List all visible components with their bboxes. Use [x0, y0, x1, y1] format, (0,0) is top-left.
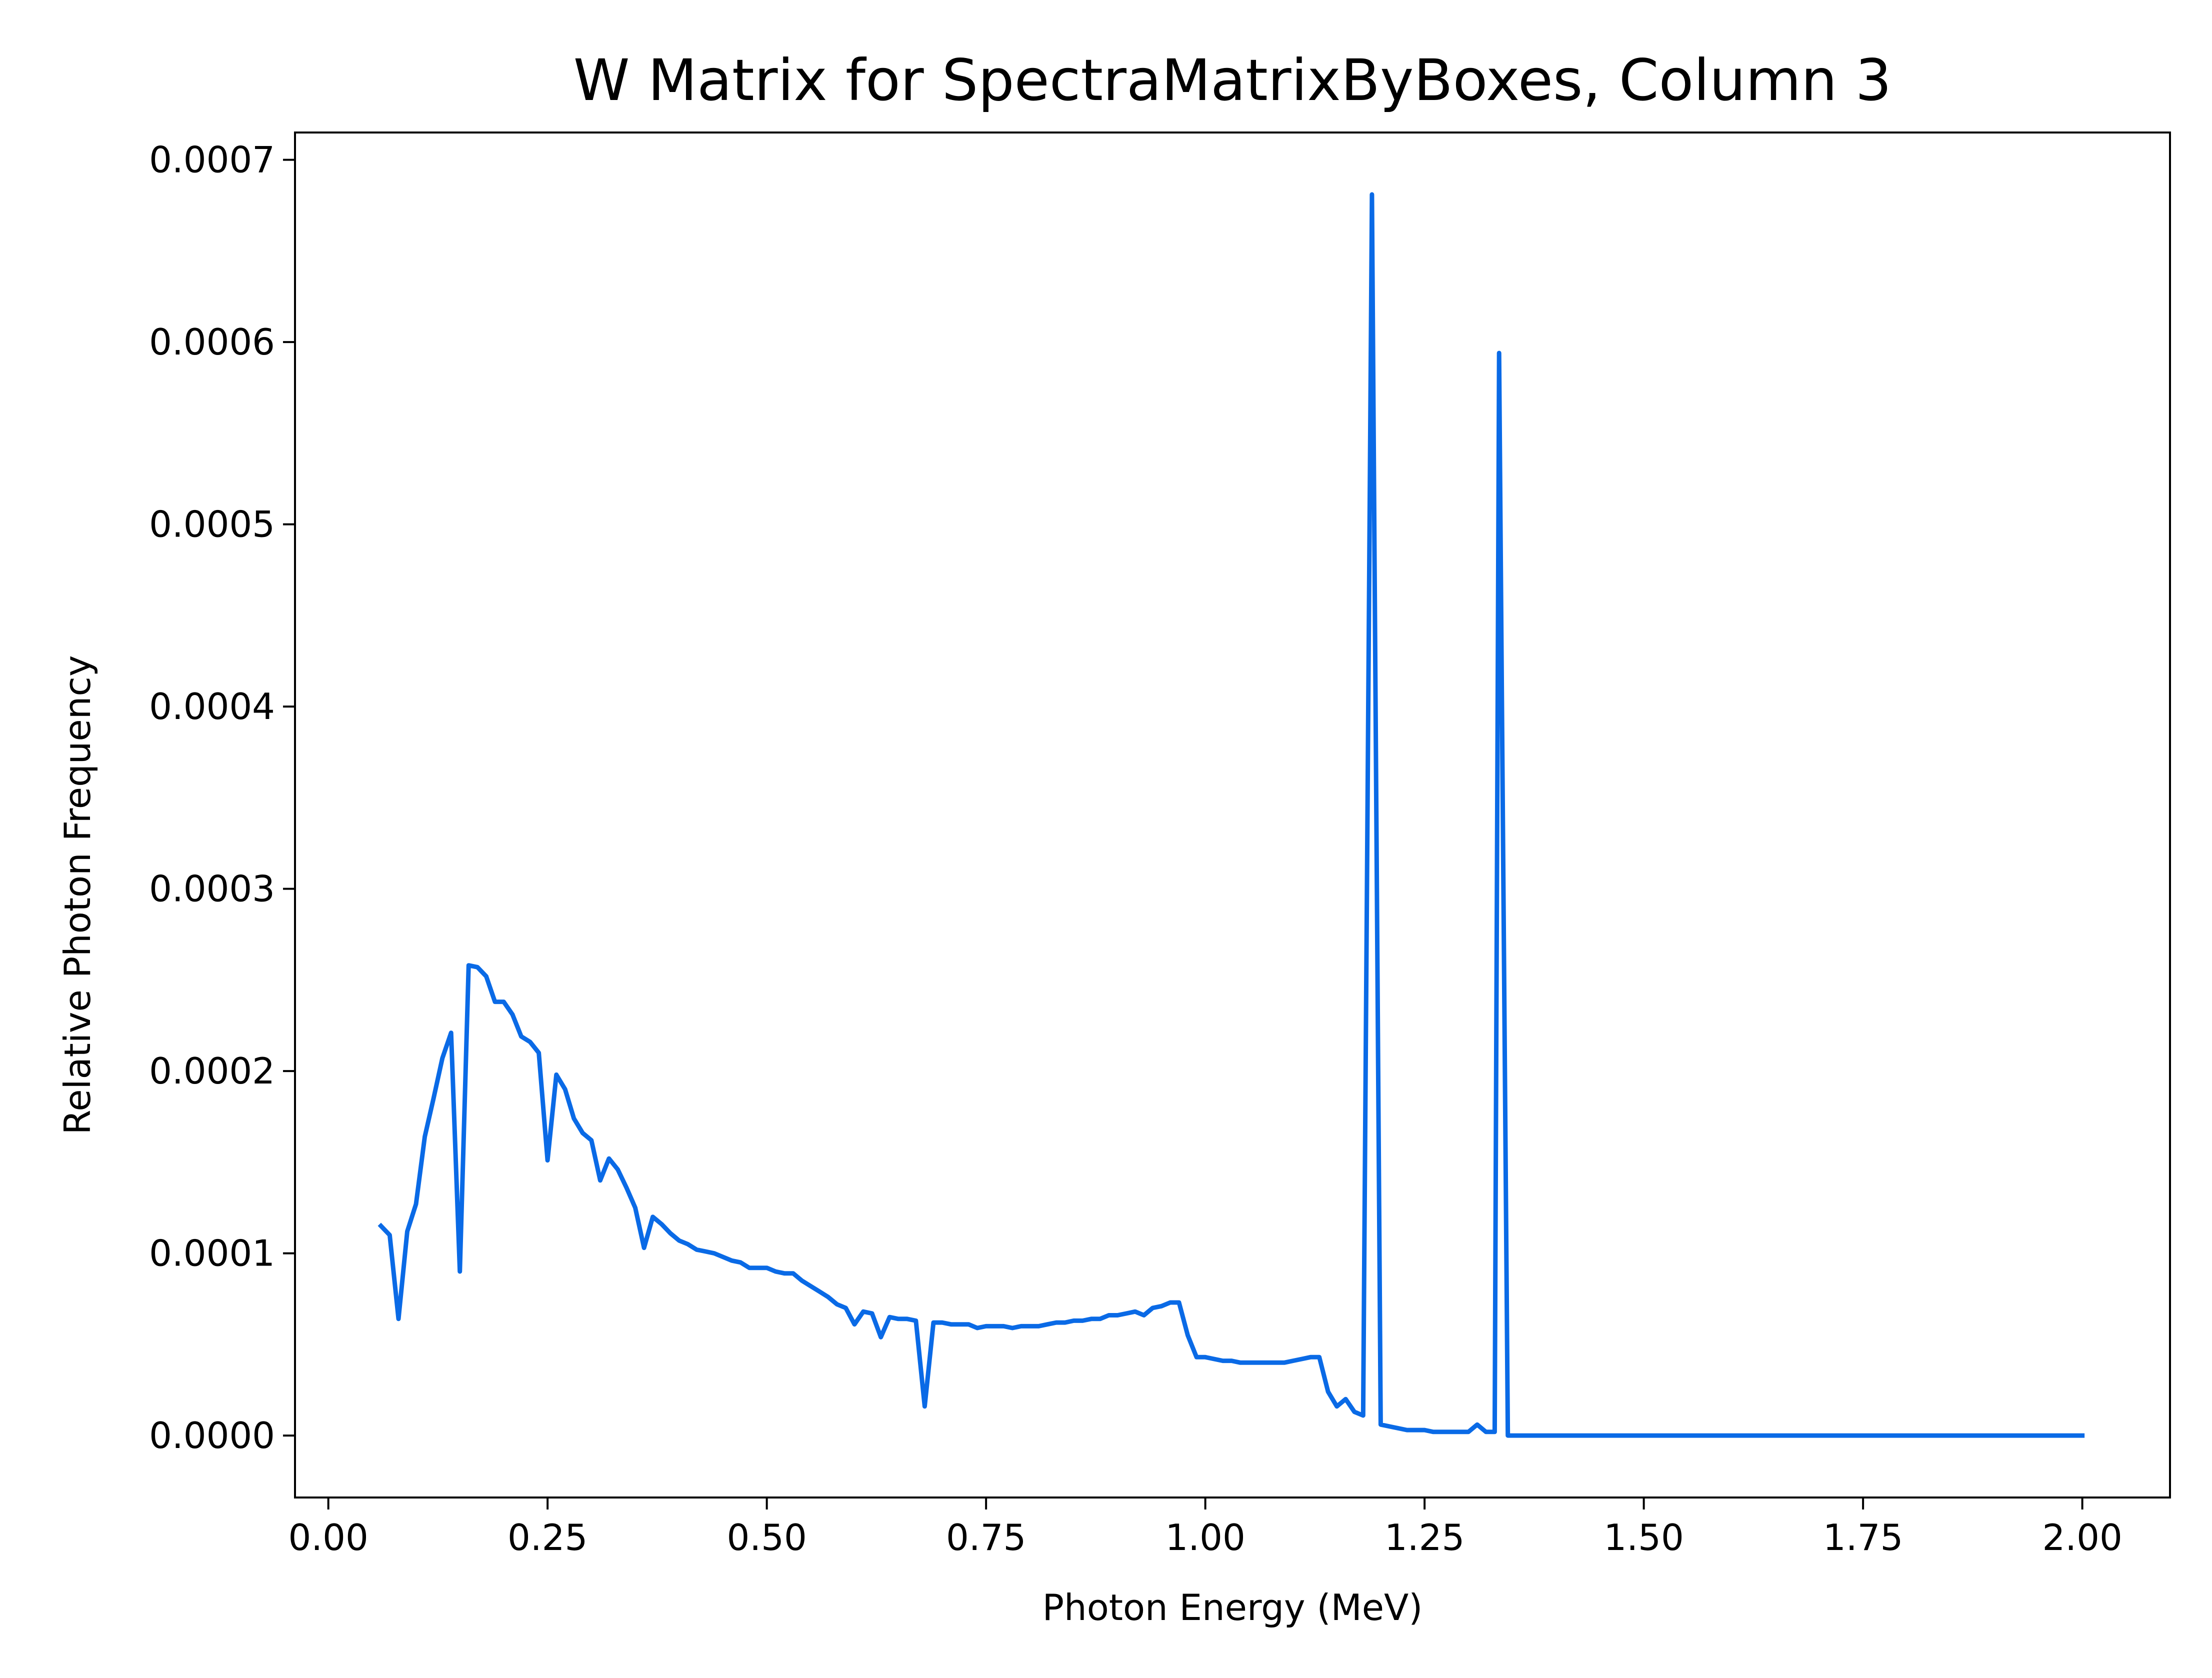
- plot-frame: [294, 132, 2171, 1498]
- y-axis: 0.0000 0.0001 0.0002 0.0003 0.0004 0.0005 0.00…: [149, 139, 295, 1456]
- y-tick-label: 0.0006: [149, 321, 275, 363]
- series-line: [378, 192, 2085, 1438]
- y-tick-label: 0.0000: [149, 1414, 275, 1456]
- x-axis: 0.00 0.25 0.50 0.75 1.00 1.25 1.50 1.75 2.00: [288, 1498, 2122, 1558]
- x-tick-label: 1.50: [1604, 1516, 1684, 1558]
- y-axis-label: Relative Photon Frequency: [56, 655, 98, 1134]
- x-tick-label: 2.00: [2042, 1516, 2122, 1558]
- chart-title: W Matrix for SpectraMatrixByBoxes, Colum…: [574, 47, 1892, 114]
- y-tick-label: 0.0003: [149, 868, 275, 910]
- x-tick-label: 1.00: [1165, 1516, 1245, 1558]
- x-tick-label: 0.00: [288, 1516, 368, 1558]
- x-tick-label: 0.25: [508, 1516, 588, 1558]
- y-tick-label: 0.0005: [149, 504, 275, 546]
- y-tick-label: 0.0007: [149, 139, 275, 181]
- x-axis-label: Photon Energy (MeV): [1042, 1586, 1423, 1628]
- y-tick-label: 0.0001: [149, 1232, 275, 1274]
- plot-area: [378, 192, 2085, 1438]
- x-tick-label: 0.75: [946, 1516, 1026, 1558]
- x-tick-label: 0.50: [726, 1516, 806, 1558]
- y-tick-label: 0.0002: [149, 1050, 275, 1092]
- y-tick-label: 0.0004: [149, 686, 275, 728]
- x-tick-label: 1.25: [1384, 1516, 1464, 1558]
- x-tick-label: 1.75: [1823, 1516, 1903, 1558]
